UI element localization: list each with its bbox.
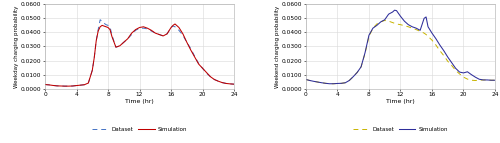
Dataset xyxy=(374,23,380,25)
Dataset xyxy=(410,27,416,29)
Simulation xyxy=(231,83,237,85)
Dataset xyxy=(346,80,352,81)
Dataset xyxy=(468,79,474,81)
Line: Dataset: Dataset xyxy=(45,20,234,86)
Simulation xyxy=(93,40,99,42)
Simulation xyxy=(350,76,356,78)
Dataset xyxy=(378,21,384,23)
Dataset xyxy=(117,45,123,47)
Dataset xyxy=(231,83,237,85)
Dataset xyxy=(417,30,423,32)
Dataset xyxy=(444,60,450,62)
Dataset xyxy=(476,79,482,81)
Simulation xyxy=(172,23,178,25)
Dataset xyxy=(386,20,392,22)
Dataset xyxy=(350,76,356,78)
Dataset xyxy=(172,26,178,28)
Dataset xyxy=(456,73,462,75)
Dataset xyxy=(492,79,498,81)
Dataset xyxy=(318,82,324,84)
Dataset xyxy=(307,80,313,81)
Legend: Dataset, Simulation: Dataset, Simulation xyxy=(353,127,448,132)
Dataset xyxy=(326,83,332,85)
Simulation xyxy=(326,83,332,85)
Dataset xyxy=(334,83,340,84)
X-axis label: Time (hr): Time (hr) xyxy=(125,99,154,104)
Dataset xyxy=(406,26,411,28)
Dataset xyxy=(484,79,490,81)
Dataset xyxy=(429,39,435,41)
Dataset xyxy=(303,79,309,80)
X-axis label: Time (hr): Time (hr) xyxy=(386,99,415,104)
Dataset xyxy=(322,83,328,84)
Dataset xyxy=(480,79,486,81)
Dataset xyxy=(354,72,360,73)
Simulation xyxy=(42,84,48,85)
Dataset xyxy=(421,32,427,34)
Dataset xyxy=(170,25,176,27)
Simulation xyxy=(303,79,309,80)
Dataset xyxy=(93,40,99,42)
Dataset xyxy=(394,23,400,25)
Dataset xyxy=(425,35,431,37)
Dataset xyxy=(97,19,103,21)
Dataset xyxy=(398,24,404,26)
Dataset xyxy=(460,76,466,78)
Dataset xyxy=(370,27,376,29)
Simulation xyxy=(492,79,498,81)
Dataset xyxy=(342,82,348,84)
Line: Simulation: Simulation xyxy=(306,10,495,84)
Dataset xyxy=(488,79,494,81)
Dataset xyxy=(433,44,439,46)
Dataset xyxy=(382,20,388,21)
Simulation xyxy=(46,84,52,86)
Dataset xyxy=(423,34,429,35)
Dataset xyxy=(330,83,336,85)
Dataset xyxy=(464,78,470,80)
Simulation xyxy=(62,85,68,87)
Dataset xyxy=(366,36,372,37)
Simulation xyxy=(168,27,174,28)
Dataset xyxy=(472,80,478,81)
Dataset xyxy=(402,25,407,26)
Dataset xyxy=(390,22,396,23)
Simulation xyxy=(366,34,372,36)
Dataset xyxy=(42,84,48,85)
Dataset xyxy=(358,66,364,68)
Simulation xyxy=(392,9,398,11)
Simulation xyxy=(370,27,376,29)
Dataset xyxy=(62,85,68,87)
Dataset xyxy=(413,29,419,30)
Dataset xyxy=(46,84,52,86)
Legend: Dataset, Simulation: Dataset, Simulation xyxy=(92,127,187,132)
Dataset xyxy=(362,53,368,54)
Dataset xyxy=(437,50,443,52)
Dataset xyxy=(314,81,320,83)
Y-axis label: Weekend charging probability: Weekend charging probability xyxy=(274,5,280,88)
Dataset xyxy=(311,81,317,82)
Simulation xyxy=(488,79,494,81)
Dataset xyxy=(448,65,454,66)
Simulation xyxy=(113,46,119,48)
Simulation xyxy=(433,38,439,40)
Line: Dataset: Dataset xyxy=(306,20,495,84)
Simulation xyxy=(48,84,54,86)
Line: Simulation: Simulation xyxy=(45,24,234,86)
Dataset xyxy=(452,69,458,71)
Dataset xyxy=(441,55,447,56)
Dataset xyxy=(48,84,54,86)
Simulation xyxy=(444,56,450,58)
Dataset xyxy=(338,83,344,84)
Y-axis label: Weekday charging probability: Weekday charging probability xyxy=(14,5,19,88)
Simulation xyxy=(170,25,176,26)
